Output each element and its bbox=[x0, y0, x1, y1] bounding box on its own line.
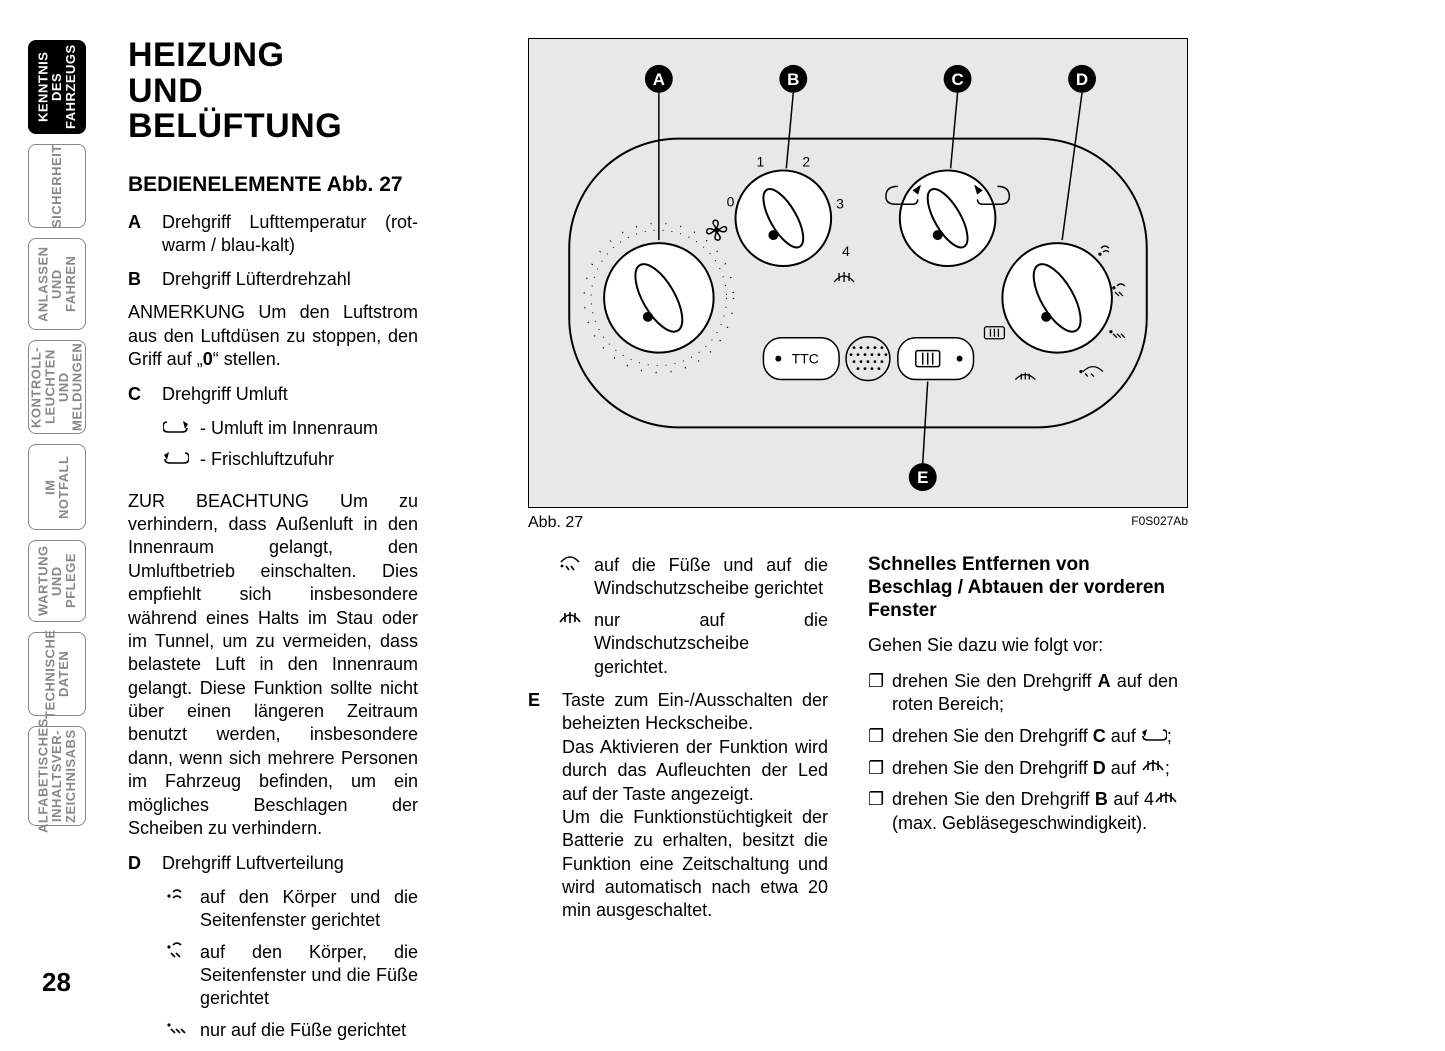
tab[interactable]: ALFABETISCHESINHALTSVER-ZEICHNISABS bbox=[28, 726, 86, 826]
checklist-row: ❐drehen Sie den Drehgriff D auf ; bbox=[868, 757, 1178, 781]
svg-text:3: 3 bbox=[836, 195, 844, 211]
svg-text:A: A bbox=[653, 70, 665, 89]
text-a: Drehgriff Lufttemperatur (rot-warm / bla… bbox=[162, 211, 418, 258]
caption-right: F0S027Ab bbox=[1131, 514, 1188, 532]
checkbox-icon: ❐ bbox=[868, 788, 884, 835]
checkbox-icon: ❐ bbox=[868, 670, 884, 717]
note-anmerkung: ANMERKUNG Um den Luftstrom aus den Luftd… bbox=[128, 301, 418, 371]
svg-text:0: 0 bbox=[727, 193, 735, 209]
tab[interactable]: IM NOTFALL bbox=[28, 444, 86, 530]
item-c: C Drehgriff Umluft bbox=[128, 383, 418, 406]
svg-text:4: 4 bbox=[842, 243, 850, 259]
d-sub-row: nur auf die Windschutzscheibe gerichtet. bbox=[528, 609, 828, 679]
page-title: HEIZUNGUND BELÜFTUNG bbox=[128, 38, 418, 145]
recirculation-icon bbox=[162, 417, 190, 440]
tab[interactable]: WARTUNGUND PFLEGE bbox=[28, 540, 86, 622]
item-a: A Drehgriff Lufttemperatur (rot-warm / b… bbox=[128, 211, 418, 258]
tab[interactable]: KONTROLL-LEUCHTEN UNDMELDUNGEN bbox=[28, 340, 86, 434]
body-feet-icon bbox=[162, 941, 190, 1011]
tab[interactable]: SICHERHEIT bbox=[28, 144, 86, 228]
d-sub-row: auf den Körper, die Seitenfenster und di… bbox=[128, 941, 418, 1011]
item-e: E Taste zum Ein-/Ausschalten der beheizt… bbox=[528, 689, 828, 923]
note-beachtung: ZUR BEACHTUNG Um zu verhindern, dass Auß… bbox=[128, 490, 418, 841]
svg-text:D: D bbox=[1076, 70, 1088, 89]
fresh-air-icon bbox=[1141, 725, 1167, 748]
checkbox-icon: ❐ bbox=[868, 757, 884, 781]
section-heading: BEDIENELEMENTE Abb. 27 bbox=[128, 173, 418, 197]
figure-27: 0 1 2 3 4 bbox=[528, 38, 1188, 508]
text-c: Drehgriff Umluft bbox=[162, 383, 288, 406]
demist-intro: Gehen Sie dazu wie folgt vor: bbox=[868, 634, 1178, 657]
defrost-icon bbox=[556, 609, 584, 679]
item-b: B Drehgriff Lüfterdrehzahl bbox=[128, 268, 418, 291]
svg-text:TTC: TTC bbox=[792, 351, 819, 367]
c-sub-row: - Frischluftzufuhr bbox=[128, 448, 418, 471]
svg-text:2: 2 bbox=[802, 153, 810, 169]
fresh-air-icon bbox=[162, 448, 190, 471]
body-icon bbox=[162, 886, 190, 933]
page-number: 28 bbox=[42, 967, 71, 998]
label-b: B bbox=[128, 268, 148, 291]
svg-text:C: C bbox=[951, 70, 963, 89]
svg-text:1: 1 bbox=[757, 153, 765, 169]
text-e: Taste zum Ein-/Ausschalten der beheizten… bbox=[562, 689, 828, 923]
tab[interactable]: TECHNISCHEDATEN bbox=[28, 632, 86, 716]
checklist-row: ❐drehen Sie den Drehgriff A auf den rote… bbox=[868, 670, 1178, 717]
text-b: Drehgriff Lüfterdrehzahl bbox=[162, 268, 351, 291]
d-sub-row: nur auf die Füße gerichtet bbox=[128, 1019, 418, 1043]
defrost-icon bbox=[1154, 789, 1178, 812]
c-sub-row: - Umluft im Innenraum bbox=[128, 417, 418, 440]
checkbox-icon: ❐ bbox=[868, 725, 884, 749]
caption-left: Abb. 27 bbox=[528, 514, 583, 532]
tab[interactable]: KENNTNIS DESFAHRZEUGS bbox=[28, 40, 86, 134]
label-a: A bbox=[128, 211, 148, 258]
item-d: D Drehgriff Luftverteilung bbox=[128, 852, 418, 875]
d-sub-row: auf die Füße und auf die Windschutzschei… bbox=[528, 554, 828, 601]
checklist-row: ❐drehen Sie den Drehgriff B auf 4 (max. … bbox=[868, 788, 1178, 835]
tab[interactable]: ANLASSENUND FAHREN bbox=[28, 238, 86, 330]
defrost-icon bbox=[1141, 757, 1165, 780]
label-e: E bbox=[528, 689, 548, 923]
demist-heading: Schnelles Entfernen von Beschlag / Abtau… bbox=[868, 554, 1178, 622]
checklist-row: ❐drehen Sie den Drehgriff C auf ; bbox=[868, 725, 1178, 749]
figure-caption: Abb. 27 F0S027Ab bbox=[528, 514, 1188, 532]
label-d: D bbox=[128, 852, 148, 875]
svg-text:B: B bbox=[787, 70, 799, 89]
feet-defrost-icon bbox=[556, 554, 584, 601]
feet-icon bbox=[162, 1019, 190, 1043]
d-sub-row: auf den Körper und die Seitenfenster ger… bbox=[128, 886, 418, 933]
svg-text:E: E bbox=[917, 468, 928, 487]
label-c: C bbox=[128, 383, 148, 406]
side-tabs: KENNTNIS DESFAHRZEUGS SICHERHEIT ANLASSENU… bbox=[28, 40, 86, 826]
text-d: Drehgriff Luftverteilung bbox=[162, 852, 344, 875]
